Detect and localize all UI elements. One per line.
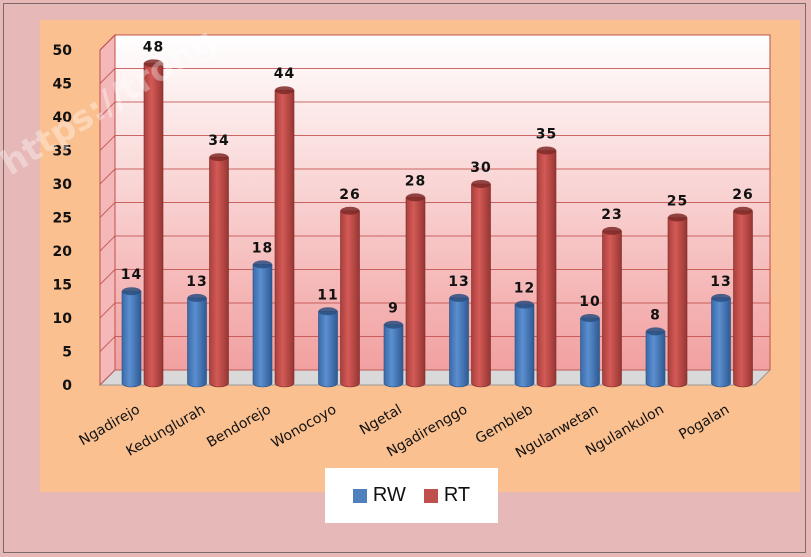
data-label-rt: 28 <box>405 173 426 189</box>
bar-rt <box>405 197 426 388</box>
data-label-rw: 10 <box>579 294 600 310</box>
data-label-rw: 18 <box>252 240 273 256</box>
gridline <box>99 34 770 51</box>
y-tick-label: 40 <box>53 110 73 126</box>
data-label-rt: 26 <box>339 187 360 203</box>
data-label-rt: 30 <box>470 160 491 176</box>
bar-rw-top <box>187 293 207 302</box>
bar-rt-top <box>144 59 163 68</box>
bar-rt <box>471 183 491 388</box>
y-tick-label: 10 <box>53 311 73 327</box>
y-tick-label: 0 <box>62 378 72 394</box>
x-category-label: Wonocoyo <box>269 402 339 452</box>
bar-rt-top <box>209 153 229 162</box>
legend-item-rw: RW <box>352 484 406 507</box>
bar-rt <box>602 230 622 388</box>
data-label-rt: 26 <box>732 187 753 203</box>
bar-rt-top <box>275 86 294 95</box>
legend-swatch-rw <box>352 488 367 503</box>
bar-rw-top <box>449 293 469 302</box>
bar-rt <box>667 217 688 388</box>
bar-rw-top <box>253 260 272 269</box>
data-label-rw: 8 <box>650 307 661 323</box>
outer-frame <box>3 3 806 553</box>
data-label-rw: 9 <box>388 301 399 317</box>
bar-rw <box>383 324 404 388</box>
legend-item-rt: RT <box>423 484 471 507</box>
data-label-rw: 11 <box>317 287 338 303</box>
legend-label-rt: RT <box>443 484 471 506</box>
bar-rt <box>536 150 557 388</box>
bar-rt-top <box>733 206 753 215</box>
bar-rw-top <box>318 307 338 316</box>
y-tick-label: 20 <box>53 244 73 260</box>
bar-rw <box>318 311 338 388</box>
bar-rt-top <box>602 226 622 235</box>
data-label-rt: 34 <box>208 133 229 149</box>
legend-label-rw: RW <box>372 484 406 506</box>
bar-rw-top <box>711 293 731 302</box>
data-label-rw: 13 <box>186 274 207 290</box>
y-tick-label: 45 <box>53 77 72 93</box>
x-category-label: Pogalan <box>676 402 732 444</box>
bar-rt <box>209 156 229 388</box>
gridline <box>99 135 770 151</box>
bar-rw <box>121 290 142 388</box>
bar-rw-top <box>515 300 534 309</box>
gridline <box>99 101 770 118</box>
bar-rt <box>733 210 753 388</box>
bar-rw <box>514 304 535 388</box>
legend: RW RT <box>325 468 498 523</box>
bar-rt <box>340 210 360 388</box>
y-tick-label: 25 <box>53 211 72 227</box>
y-tick-label: 50 <box>53 43 73 59</box>
bar-rw-top <box>646 327 665 336</box>
gridline <box>99 68 770 84</box>
data-label-rw: 14 <box>121 267 142 283</box>
bar-rt-top <box>471 180 491 188</box>
bar-rw <box>252 264 273 388</box>
bar-rt-top <box>537 146 556 155</box>
y-tick-label: 15 <box>53 278 72 294</box>
y-tick-label: 30 <box>53 177 73 193</box>
bar-rt <box>274 89 295 388</box>
data-label-rt: 23 <box>601 207 622 223</box>
data-label-rt: 44 <box>274 66 295 82</box>
x-category-label: Bendorejo <box>204 402 274 451</box>
bar-rt-top <box>340 206 360 215</box>
x-category-label: Ngetal <box>357 402 405 439</box>
bar-rw <box>645 331 666 388</box>
bar-rw-top <box>580 314 600 322</box>
data-label-rt: 35 <box>536 127 557 143</box>
data-label-rw: 13 <box>448 274 469 290</box>
data-label-rt: 48 <box>143 39 164 55</box>
data-label-rw: 12 <box>514 281 535 297</box>
bar-rt <box>143 63 164 388</box>
bar-rw <box>187 297 207 388</box>
legend-swatch-rt <box>423 488 438 503</box>
bar-rw-top <box>122 287 141 296</box>
data-label-rt: 25 <box>667 194 688 210</box>
bar-rt-top <box>406 193 425 202</box>
bar-rw <box>711 297 731 388</box>
bar-rt-top <box>668 213 687 222</box>
y-tick-label: 35 <box>53 144 72 160</box>
bar-rw <box>580 317 600 388</box>
bar-rw-top <box>384 320 403 329</box>
bar-rw <box>449 297 469 388</box>
y-tick-label: 5 <box>62 345 72 361</box>
data-label-rw: 13 <box>710 274 731 290</box>
